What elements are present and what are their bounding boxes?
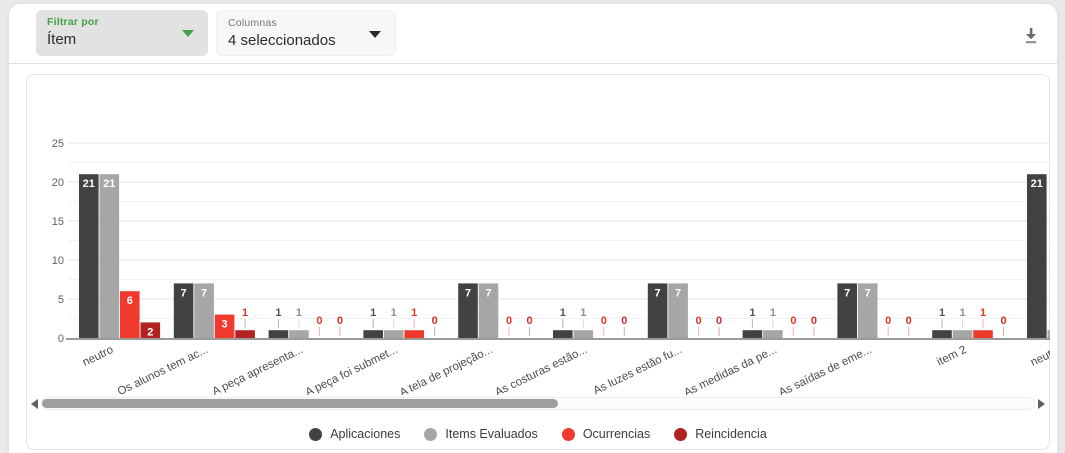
scroll-right-icon[interactable] xyxy=(1038,399,1045,409)
legend-label: Aplicaciones xyxy=(330,427,401,441)
svg-text:1: 1 xyxy=(242,307,248,319)
svg-text:item 2: item 2 xyxy=(935,344,968,369)
svg-text:7: 7 xyxy=(201,287,207,299)
svg-text:0: 0 xyxy=(506,315,512,327)
scrollbar-thumb[interactable] xyxy=(42,399,558,408)
svg-text:10: 10 xyxy=(52,255,64,267)
svg-text:0: 0 xyxy=(601,315,607,327)
legend-label: Ocurrencias xyxy=(582,427,651,441)
svg-text:0: 0 xyxy=(696,315,702,327)
filter-by-dropdown[interactable]: Filtrar por Ítem xyxy=(36,10,208,56)
svg-text:21: 21 xyxy=(1031,178,1043,190)
horizontal-scrollbar xyxy=(29,397,1047,411)
legend-label: Reincidencia xyxy=(695,427,767,441)
svg-text:neutro: neutro xyxy=(81,344,116,369)
svg-text:1: 1 xyxy=(560,307,566,319)
svg-text:7: 7 xyxy=(865,287,871,299)
svg-text:0: 0 xyxy=(432,315,438,327)
svg-text:1: 1 xyxy=(275,307,281,319)
filter-by-label: Filtrar por xyxy=(47,16,99,28)
svg-text:3: 3 xyxy=(222,319,228,331)
toolbar: Filtrar por Ítem Columnas 4 seleccionado… xyxy=(9,4,1057,64)
svg-text:7: 7 xyxy=(675,287,681,299)
download-icon xyxy=(1026,28,1037,44)
svg-text:1: 1 xyxy=(749,307,755,319)
svg-text:1: 1 xyxy=(370,307,376,319)
legend-item[interactable]: Aplicaciones xyxy=(309,427,400,441)
svg-text:As medidas da pe...: As medidas da pe... xyxy=(682,344,779,395)
scrollbar-track[interactable] xyxy=(41,397,1035,410)
svg-text:7: 7 xyxy=(844,287,850,299)
svg-text:0: 0 xyxy=(790,315,796,327)
svg-text:As luzes estão fu...: As luzes estão fu... xyxy=(592,344,685,395)
svg-text:25: 25 xyxy=(52,138,64,150)
svg-text:7: 7 xyxy=(655,287,661,299)
legend-item[interactable]: Items Evaluados xyxy=(424,427,538,441)
svg-text:6: 6 xyxy=(127,295,133,307)
svg-text:1: 1 xyxy=(980,307,986,319)
legend-swatch-icon xyxy=(424,427,438,441)
svg-text:1: 1 xyxy=(391,307,397,319)
svg-text:0: 0 xyxy=(1000,315,1006,327)
svg-text:0: 0 xyxy=(906,315,912,327)
svg-text:1: 1 xyxy=(939,307,945,319)
legend-label: Items Evaluados xyxy=(445,427,538,441)
legend-item[interactable]: Reincidencia xyxy=(674,427,767,441)
svg-text:As saídas de eme...: As saídas de eme... xyxy=(777,344,874,395)
svg-text:0: 0 xyxy=(811,315,817,327)
legend-swatch-icon xyxy=(674,427,688,441)
svg-text:1: 1 xyxy=(959,307,965,319)
svg-text:15: 15 xyxy=(52,216,64,228)
svg-text:Os alunos tem ac...: Os alunos tem ac... xyxy=(116,344,210,395)
legend-swatch-icon xyxy=(309,427,323,441)
svg-text:7: 7 xyxy=(485,287,491,299)
svg-text:21: 21 xyxy=(103,178,115,190)
columns-value: 4 seleccionados xyxy=(228,32,336,49)
svg-text:7: 7 xyxy=(465,287,471,299)
svg-text:0: 0 xyxy=(716,315,722,327)
svg-text:neutro: neutro xyxy=(1029,344,1050,369)
svg-text:0: 0 xyxy=(526,315,532,327)
chevron-down-icon xyxy=(369,31,381,38)
legend-item[interactable]: Ocurrencias xyxy=(561,427,651,441)
chart-card: 0 5 10 15 20 25 21 21 6 2 neutro 7 7 3 1 Os alunos tem … xyxy=(26,74,1050,450)
svg-text:0: 0 xyxy=(58,333,64,345)
svg-text:21: 21 xyxy=(83,178,95,190)
download-button[interactable] xyxy=(1019,25,1043,49)
svg-text:0: 0 xyxy=(316,315,322,327)
svg-text:1: 1 xyxy=(580,307,586,319)
chart-legend: Aplicaciones Items Evaluados Ocurrencias Re… xyxy=(27,423,1049,445)
chevron-down-icon xyxy=(182,30,194,37)
legend-swatch-icon xyxy=(561,427,575,441)
main-panel: Filtrar por Ítem Columnas 4 seleccionado… xyxy=(8,3,1058,453)
svg-text:1: 1 xyxy=(296,307,302,319)
svg-text:A peça apresenta...: A peça apresenta... xyxy=(211,344,305,395)
svg-text:1: 1 xyxy=(411,307,417,319)
scroll-left-icon[interactable] xyxy=(31,399,38,409)
svg-text:2: 2 xyxy=(147,326,153,338)
svg-text:A tela de projeção...: A tela de projeção... xyxy=(398,344,495,395)
columns-dropdown[interactable]: Columnas 4 seleccionados xyxy=(216,10,396,56)
svg-text:5: 5 xyxy=(58,294,64,306)
columns-label: Columnas xyxy=(228,17,277,29)
svg-text:A peça foi submet...: A peça foi submet... xyxy=(304,344,400,395)
filter-by-value: Ítem xyxy=(47,31,77,48)
svg-text:0: 0 xyxy=(621,315,627,327)
svg-text:As costuras estão...: As costuras estão... xyxy=(493,344,589,395)
svg-text:0: 0 xyxy=(337,315,343,327)
svg-text:1: 1 xyxy=(770,307,776,319)
svg-text:7: 7 xyxy=(181,287,187,299)
svg-text:0: 0 xyxy=(885,315,891,327)
svg-text:20: 20 xyxy=(52,177,64,189)
